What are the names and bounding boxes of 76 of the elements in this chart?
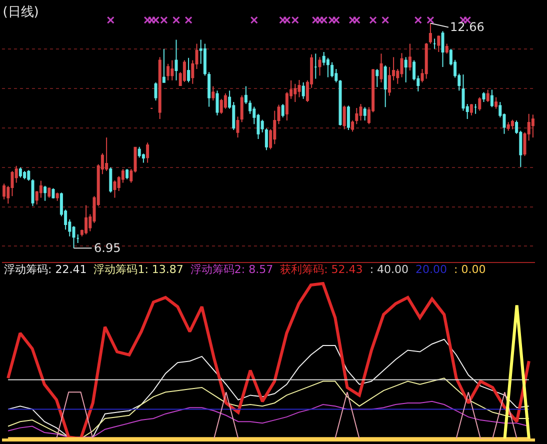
candlestick — [494, 96, 498, 110]
annotation: 12.66 — [450, 20, 484, 34]
candlestick — [264, 128, 268, 151]
candlestick — [408, 43, 412, 72]
candlestick — [126, 168, 129, 180]
candlestick — [187, 57, 190, 83]
candlestick — [294, 83, 297, 103]
candlestick — [236, 116, 240, 138]
candlestick — [506, 122, 510, 132]
candlestick — [244, 86, 248, 104]
candlestick — [351, 120, 354, 132]
candlestick — [441, 30, 444, 68]
candlestick — [56, 192, 59, 202]
text: 浮动筹码2: 8.57 — [190, 263, 274, 276]
candlestick — [113, 180, 116, 198]
candlestick — [470, 104, 473, 116]
candlestick — [84, 204, 88, 235]
candlestick — [44, 185, 47, 202]
candlestick — [298, 79, 301, 98]
candlestick — [342, 105, 346, 130]
candlestick — [2, 183, 6, 200]
candlestick — [216, 90, 219, 116]
candlestick — [531, 114, 534, 138]
candlestick — [109, 166, 112, 194]
candlestick — [281, 104, 284, 118]
candlestick — [174, 39, 178, 81]
candlestick — [166, 63, 170, 81]
candlestick — [482, 92, 486, 103]
candlestick — [105, 136, 108, 172]
candlestick — [154, 82, 158, 101]
candlestick — [346, 105, 350, 130]
candlestick — [302, 82, 305, 100]
candlestick — [380, 53, 383, 83]
candlestick — [404, 56, 408, 83]
candlestick — [203, 43, 206, 76]
candlestick — [208, 72, 211, 108]
text: : 0.00 — [454, 263, 486, 276]
candlestick — [474, 104, 478, 114]
annotation: 6.95 — [94, 241, 121, 255]
candlestick — [490, 89, 494, 108]
text: 浮动筹码1: 13.87 — [94, 263, 184, 276]
candlestick — [424, 42, 428, 80]
candlestick — [18, 166, 22, 178]
candlestick — [31, 178, 34, 207]
candlestick — [240, 94, 244, 123]
candlestick — [376, 68, 379, 88]
candlestick — [314, 53, 318, 80]
candlestick — [158, 56, 162, 120]
candlestick — [23, 170, 26, 180]
text: : 40.00 — [370, 263, 409, 276]
candlestick — [510, 119, 514, 130]
candlestick — [170, 60, 174, 81]
candlestick — [318, 56, 322, 76]
candlestick — [212, 86, 215, 101]
candlestick — [138, 146, 141, 158]
candlestick — [384, 64, 387, 108]
text: 20.00 — [416, 263, 448, 276]
candlestick — [428, 22, 432, 44]
candlestick — [437, 34, 440, 52]
candlestick — [355, 107, 358, 125]
candlestick — [162, 48, 166, 83]
candlestick — [146, 142, 150, 164]
candlestick — [363, 106, 366, 122]
candlestick — [478, 96, 482, 112]
series-label: 获利筹码: 52.43 — [280, 263, 363, 276]
candlestick — [445, 43, 448, 54]
candlestick — [48, 187, 51, 198]
candlestick — [76, 234, 80, 244]
chart-title: (日线) — [2, 4, 39, 20]
text: 浮动筹码: 22.41 — [4, 263, 87, 276]
candlestick — [433, 38, 436, 50]
candlestick — [486, 89, 490, 103]
candlestick — [182, 60, 186, 82]
candlestick — [27, 170, 30, 182]
candlestick — [359, 104, 362, 122]
candlestick — [52, 188, 55, 200]
